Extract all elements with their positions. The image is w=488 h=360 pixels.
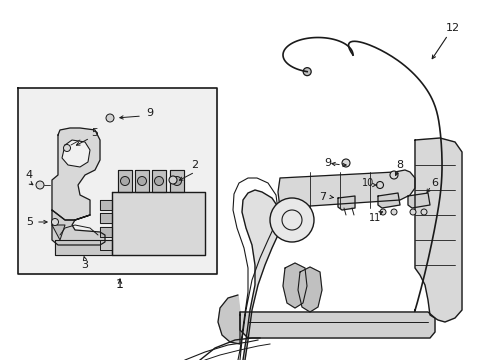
Circle shape [341, 159, 349, 167]
Circle shape [269, 198, 313, 242]
Circle shape [137, 176, 146, 185]
Polygon shape [52, 225, 65, 240]
Polygon shape [100, 213, 112, 223]
Circle shape [36, 181, 44, 189]
Polygon shape [170, 170, 183, 192]
Circle shape [420, 209, 426, 215]
Polygon shape [337, 196, 354, 210]
Text: 8: 8 [396, 160, 403, 170]
Circle shape [389, 171, 397, 179]
Text: 1: 1 [116, 279, 123, 292]
Polygon shape [52, 128, 100, 220]
Text: 4: 4 [25, 170, 33, 180]
Circle shape [409, 209, 415, 215]
Circle shape [63, 144, 70, 152]
Text: 10: 10 [361, 178, 373, 188]
Polygon shape [55, 240, 112, 255]
Polygon shape [18, 88, 217, 274]
Polygon shape [118, 170, 132, 192]
Text: 9: 9 [324, 158, 331, 168]
Text: 2: 2 [191, 160, 198, 170]
Polygon shape [100, 200, 112, 210]
Polygon shape [135, 170, 149, 192]
Polygon shape [100, 240, 112, 250]
Polygon shape [62, 140, 90, 167]
Polygon shape [112, 192, 204, 255]
Text: 6: 6 [430, 178, 438, 188]
Text: 7: 7 [319, 192, 326, 202]
Circle shape [303, 68, 310, 76]
Polygon shape [218, 295, 240, 344]
Circle shape [154, 176, 163, 185]
Text: 11: 11 [368, 213, 380, 223]
Text: 9: 9 [146, 108, 153, 118]
Polygon shape [152, 170, 165, 192]
Polygon shape [242, 190, 282, 360]
Polygon shape [377, 193, 399, 208]
Circle shape [51, 219, 59, 225]
Polygon shape [240, 312, 434, 338]
Polygon shape [297, 267, 321, 312]
Text: 5: 5 [91, 128, 98, 138]
Polygon shape [278, 170, 414, 208]
Text: 3: 3 [81, 260, 88, 270]
Circle shape [106, 114, 114, 122]
Circle shape [172, 176, 181, 185]
Circle shape [169, 176, 177, 184]
Text: 5: 5 [26, 217, 34, 227]
Polygon shape [407, 193, 429, 208]
Polygon shape [52, 210, 105, 245]
Polygon shape [100, 227, 112, 237]
Circle shape [120, 176, 129, 185]
Circle shape [379, 209, 385, 215]
Circle shape [376, 181, 383, 189]
Circle shape [390, 209, 396, 215]
Text: 12: 12 [445, 23, 459, 33]
Polygon shape [283, 263, 306, 308]
Polygon shape [414, 138, 461, 322]
